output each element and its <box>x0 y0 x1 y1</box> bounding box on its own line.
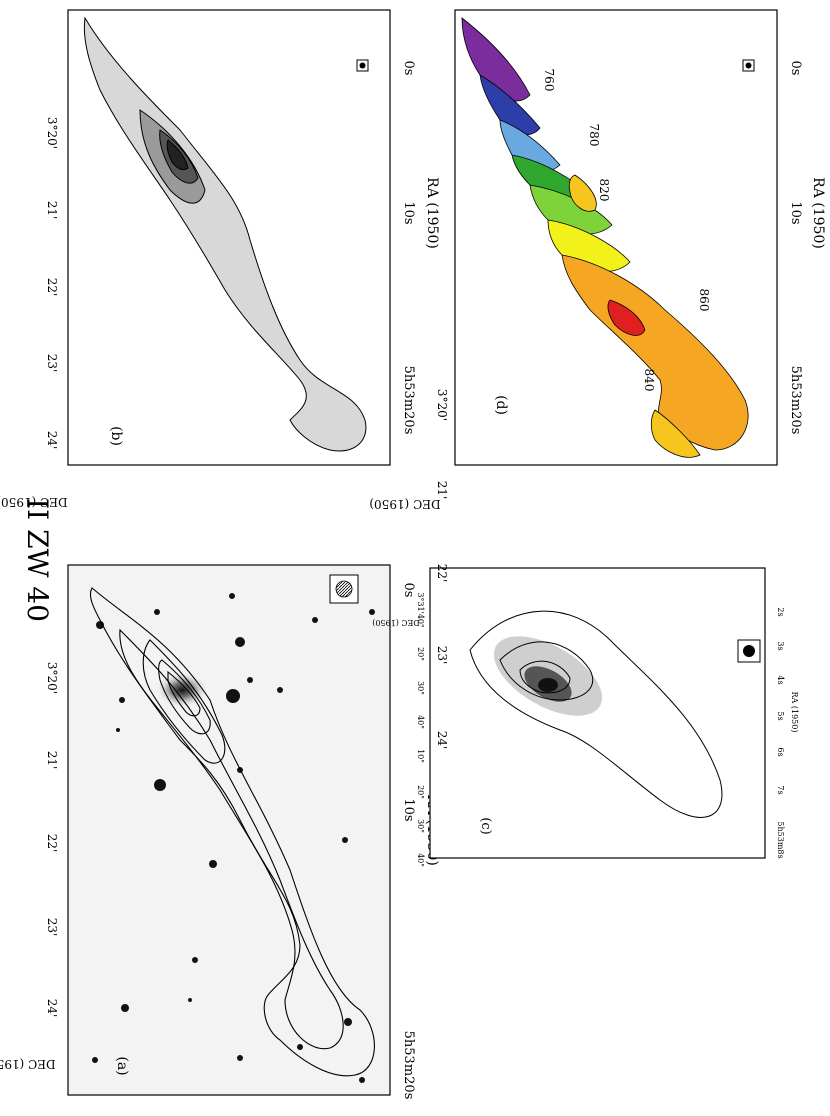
svg-text:5h53m20s: 5h53m20s <box>401 1031 416 1100</box>
panel-d-ylabel: DEC (1950) <box>369 497 440 511</box>
panel-d-velocity-field <box>461 17 749 458</box>
panel-a-label: (a) <box>114 1056 130 1075</box>
panel-c-xlabel: RA (1950) <box>790 692 799 733</box>
svg-text:40": 40" <box>416 715 425 729</box>
svg-text:0s: 0s <box>401 61 416 76</box>
velocity-label: 760 <box>542 69 556 92</box>
panel-d-y-ticks: 24' 23' 22' 21' 3°20' <box>435 389 449 749</box>
svg-text:3°31'40": 3°31'40" <box>416 592 425 627</box>
svg-text:24': 24' <box>435 731 449 750</box>
panel-a-beam <box>329 574 359 604</box>
panel-d-xlabel: RA (1950) <box>810 177 826 249</box>
panel-c-y-ticks: 40" 30" 20" 10" 40" 30" 20" 3°31'40" <box>416 592 425 867</box>
svg-text:0s: 0s <box>788 61 803 76</box>
svg-text:23': 23' <box>45 918 59 937</box>
svg-text:10s: 10s <box>401 798 416 821</box>
svg-text:2s: 2s <box>776 607 785 616</box>
panel-d-label: (d) <box>493 395 509 415</box>
panel-b-beam <box>356 59 369 72</box>
svg-text:10": 10" <box>416 749 425 763</box>
svg-text:10s: 10s <box>401 201 416 224</box>
panel-c-beam <box>737 639 761 663</box>
svg-text:23': 23' <box>435 646 449 665</box>
panel-d: 760 780 820 860 840 (d) 24' 23' 22' 21' … <box>369 9 826 749</box>
svg-text:5h53m20s: 5h53m20s <box>788 366 803 435</box>
svg-text:40": 40" <box>416 853 425 867</box>
svg-text:23': 23' <box>45 354 59 373</box>
panel-d-beam <box>742 59 755 72</box>
svg-text:21': 21' <box>45 751 59 770</box>
svg-text:0s: 0s <box>401 583 416 598</box>
panel-b-label: (b) <box>108 426 124 446</box>
svg-text:3°20': 3°20' <box>45 117 59 149</box>
panel-b-ylabel: DEC (1950) <box>0 495 68 509</box>
svg-text:7s: 7s <box>776 785 785 794</box>
velocity-label: 860 <box>697 289 711 312</box>
panel-c-galaxy <box>469 610 723 818</box>
svg-text:22': 22' <box>435 564 449 583</box>
panel-c-x-ticks: 5h53m8s 7s 6s 5s 4s 3s 2s <box>776 607 785 858</box>
svg-text:30": 30" <box>416 819 425 833</box>
velocity-label: 820 <box>597 179 611 202</box>
svg-text:20": 20" <box>416 647 425 661</box>
panel-b-y-ticks: 24' 23' 22' 21' 3°20' <box>45 117 59 449</box>
figure-title: II ZW 40 <box>21 498 54 622</box>
svg-text:4s: 4s <box>776 675 785 684</box>
panel-b-x-ticks: 5h53m20s 10s 0s <box>401 61 416 435</box>
svg-text:22': 22' <box>45 834 59 853</box>
panel-c-frame <box>429 567 766 859</box>
panel-a: (a) 24' 23' 22' 21' 3°20' DEC (1950) 5h5… <box>0 564 440 1100</box>
panel-b-galaxy <box>83 16 367 452</box>
svg-text:3s: 3s <box>776 641 785 650</box>
svg-text:22': 22' <box>45 278 59 297</box>
svg-text:5h53m20s: 5h53m20s <box>401 366 416 435</box>
velocity-label: 780 <box>587 124 601 147</box>
svg-text:20": 20" <box>416 785 425 799</box>
svg-text:10s: 10s <box>788 201 803 224</box>
panel-c: (c) 40" 30" 20" 10" 40" 30" 20" 3°31'40"… <box>372 567 799 867</box>
svg-text:30": 30" <box>416 681 425 695</box>
panel-a-y-ticks: 24' 23' 22' 21' 3°20' <box>45 662 59 1017</box>
panel-a-ylabel: DEC (1950) <box>0 1057 56 1071</box>
velocity-label: 840 <box>642 369 656 392</box>
svg-text:24': 24' <box>45 999 59 1018</box>
svg-text:24': 24' <box>45 431 59 450</box>
panel-c-ylabel: DEC (1950) <box>372 618 420 627</box>
panel-d-velocity-labels: 760 780 820 860 840 <box>542 69 711 392</box>
svg-text:5s: 5s <box>776 711 785 720</box>
svg-text:21': 21' <box>435 481 449 500</box>
panel-d-x-ticks: 5h53m20s 10s 0s <box>788 61 803 435</box>
panel-a-contours <box>89 587 375 1077</box>
panel-b-xlabel: RA (1950) <box>424 177 440 249</box>
svg-text:3°20': 3°20' <box>45 662 59 694</box>
svg-text:21': 21' <box>45 201 59 220</box>
svg-text:3°20': 3°20' <box>435 389 449 421</box>
panel-a-x-ticks: 5h53m20s 10s 0s <box>401 583 416 1100</box>
panel-c-label: (c) <box>478 817 493 834</box>
svg-text:6s: 6s <box>776 747 785 756</box>
svg-text:5h53m8s: 5h53m8s <box>776 821 785 858</box>
panel-b: (b) 24' 23' 22' 21' 3°20' DEC (1950) 5h5… <box>0 9 440 509</box>
